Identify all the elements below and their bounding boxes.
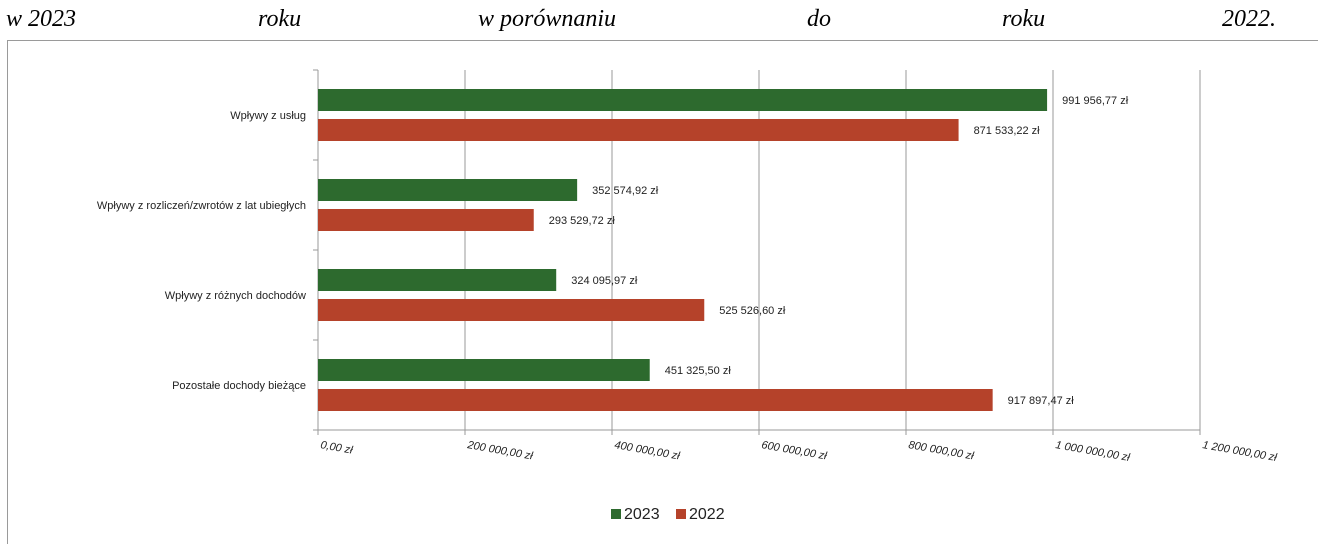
data-label: 324 095,97 zł bbox=[571, 275, 638, 287]
heading-word: 2022. bbox=[1222, 6, 1276, 32]
bar-2022 bbox=[318, 389, 993, 411]
heading-word: w 2023 bbox=[6, 6, 77, 32]
bar-2023 bbox=[318, 179, 578, 201]
category-label: Wpływy z rozliczeń/zwrotów z lat ubiegły… bbox=[97, 200, 306, 212]
x-tick-label: 1 000 000,00 zł bbox=[1054, 439, 1131, 464]
chart-frame bbox=[7, 40, 1318, 544]
bar-2022 bbox=[318, 209, 534, 231]
bar-2023 bbox=[318, 89, 1048, 111]
heading-word: roku bbox=[258, 6, 302, 32]
x-tick-label: 600 000,00 zł bbox=[760, 439, 828, 462]
heading-word: do bbox=[807, 6, 831, 32]
category-label: Pozostałe dochody bieżące bbox=[172, 380, 306, 392]
bar-2023 bbox=[318, 359, 650, 381]
data-label: 991 956,77 zł bbox=[1062, 95, 1129, 107]
legend-swatch-2022 bbox=[676, 509, 686, 519]
legend-swatch-2023 bbox=[611, 509, 621, 519]
data-label: 293 529,72 zł bbox=[549, 215, 616, 227]
legend-label: 2022 bbox=[689, 506, 725, 523]
heading-word: roku bbox=[1002, 6, 1046, 32]
data-label: 451 325,50 zł bbox=[665, 365, 732, 377]
category-label: Wpływy z usług bbox=[230, 110, 306, 122]
x-tick-label: 400 000,00 zł bbox=[613, 439, 681, 462]
data-label: 525 526,60 zł bbox=[719, 305, 786, 317]
category-label: Wpływy z różnych dochodów bbox=[165, 290, 306, 302]
x-tick-label: 1 200 000,00 zł bbox=[1201, 439, 1278, 464]
bar-2022 bbox=[318, 119, 959, 141]
legend-label: 2023 bbox=[624, 506, 660, 523]
data-label: 871 533,22 zł bbox=[974, 125, 1041, 137]
bar-2022 bbox=[318, 299, 705, 321]
heading-word: w porównaniu bbox=[478, 6, 617, 32]
heading-line: w 2023 roku w porównaniu do roku 2022. bbox=[0, 0, 1318, 40]
x-tick-label: 800 000,00 zł bbox=[907, 439, 975, 462]
bar-2023 bbox=[318, 269, 557, 291]
x-tick-label: 200 000,00 zł bbox=[465, 439, 534, 463]
x-tick-label: 0,00 zł bbox=[319, 439, 354, 457]
data-label: 917 897,47 zł bbox=[1008, 395, 1075, 407]
data-label: 352 574,92 zł bbox=[592, 185, 659, 197]
